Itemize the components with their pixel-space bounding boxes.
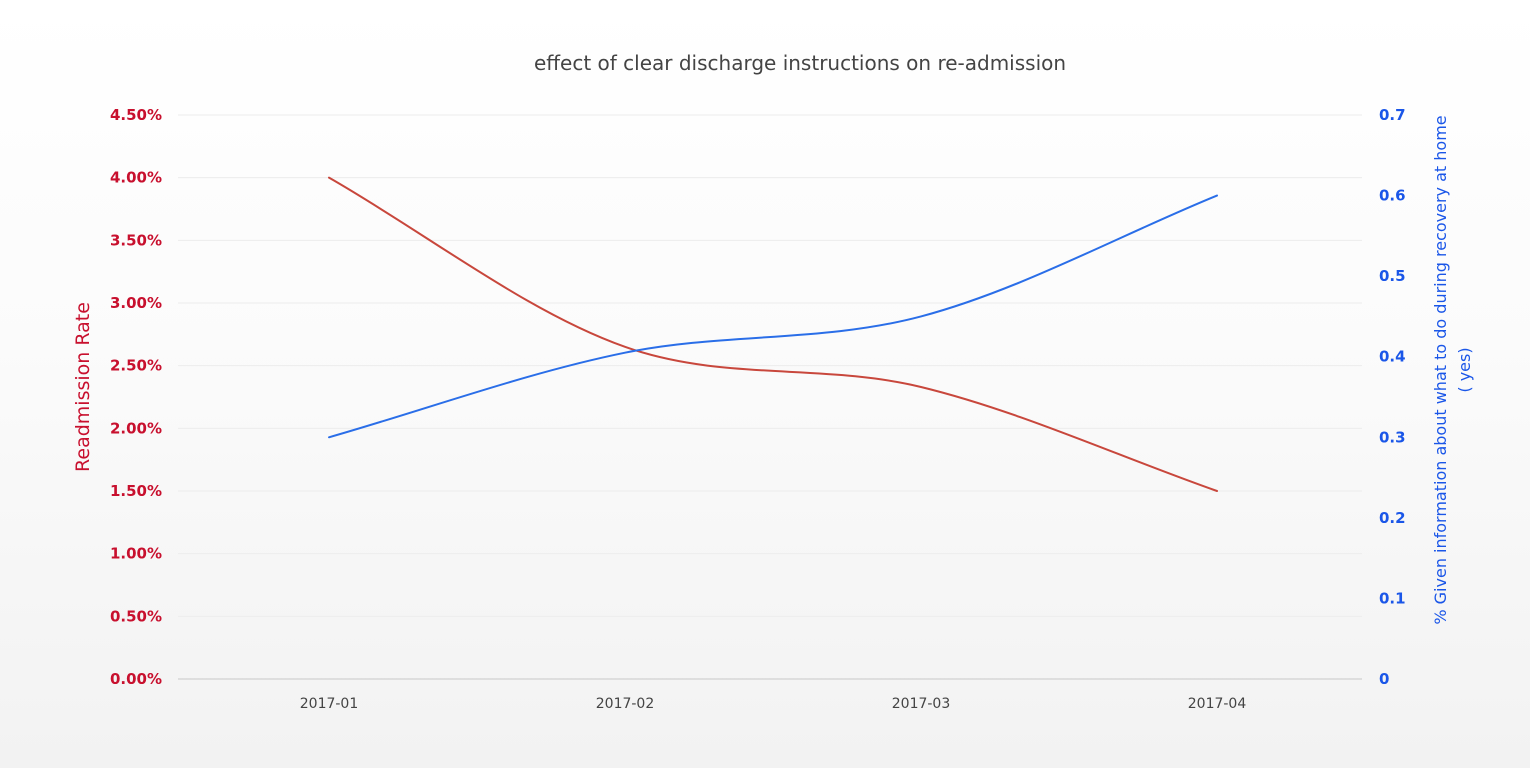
right-tick-label: 0.2 (1379, 509, 1406, 527)
right-axis-ticks: 0 0.1 0.2 0.3 0.4 0.5 0.6 0.7 (1379, 106, 1406, 688)
series-line-given-information (328, 194, 1218, 439)
left-tick-label: 4.00% (110, 169, 162, 187)
chart-title: effect of clear discharge instructions o… (534, 51, 1066, 75)
left-tick-label: 0.00% (110, 670, 162, 688)
right-tick-label: 0.6 (1379, 187, 1406, 205)
x-tick-label: 2017-04 (1188, 696, 1247, 712)
left-tick-label: 1.00% (110, 545, 162, 563)
right-tick-label: 0 (1379, 670, 1389, 688)
gridlines (178, 114, 1362, 680)
left-tick-label: 3.50% (110, 231, 162, 249)
right-axis-title-line-2: ( yes) (1455, 347, 1474, 392)
right-tick-label: 0.1 (1379, 589, 1406, 607)
left-tick-label: 1.50% (110, 482, 162, 500)
x-tick-label: 2017-03 (892, 696, 951, 712)
right-axis-title-line-1: % Given information about what to do dur… (1431, 115, 1450, 624)
left-tick-label: 2.50% (110, 357, 162, 375)
right-tick-label: 0.4 (1379, 348, 1406, 366)
right-tick-label: 0.7 (1379, 106, 1406, 124)
left-tick-label: 0.50% (110, 607, 162, 625)
right-tick-label: 0.5 (1379, 267, 1406, 285)
left-tick-label: 4.50% (110, 106, 162, 124)
x-axis-ticks: 2017-01 2017-02 2017-03 2017-04 (300, 696, 1247, 712)
x-tick-label: 2017-01 (300, 696, 359, 712)
left-tick-label: 3.00% (110, 294, 162, 312)
left-axis-ticks: 0.00% 0.50% 1.00% 1.50% 2.00% 2.50% 3.00% 3.50%… (110, 106, 162, 688)
left-tick-label: 2.00% (110, 419, 162, 437)
right-tick-label: 0.3 (1379, 428, 1406, 446)
left-axis-title: Readmission Rate (72, 302, 94, 472)
series-line-readmission-rate (328, 176, 1218, 492)
x-tick-label: 2017-02 (596, 696, 655, 712)
series-lines (328, 176, 1218, 492)
